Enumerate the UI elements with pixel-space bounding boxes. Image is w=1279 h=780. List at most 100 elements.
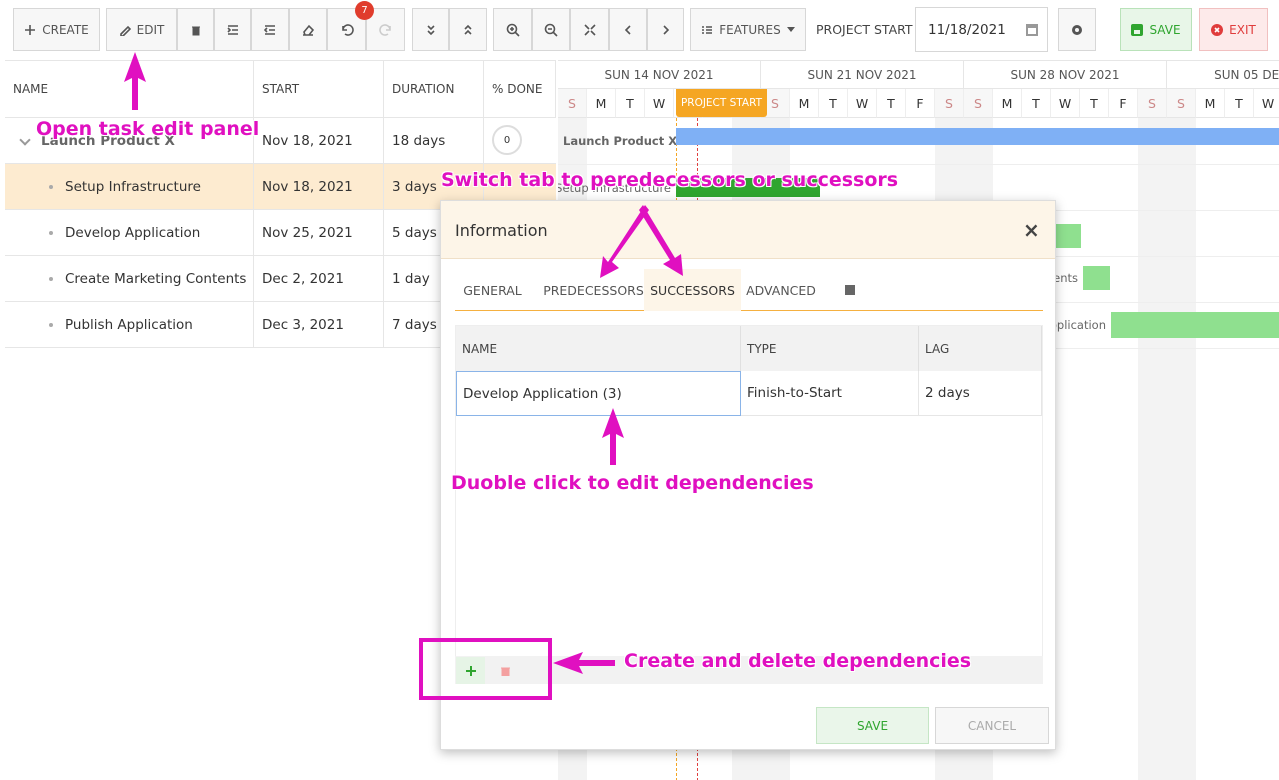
task-bar[interactable] (1083, 266, 1110, 290)
label: CREATE (42, 22, 89, 37)
cell: Dec 3, 2021 (254, 302, 384, 348)
cell: Nov 18, 2021 (254, 164, 384, 210)
day-label: M (587, 89, 616, 118)
dependency-toolbar (455, 656, 1043, 684)
task-bar[interactable] (676, 128, 1279, 145)
project-start-flag: PROJECT START (676, 89, 767, 117)
dialog-title: Information (455, 220, 548, 240)
cell[interactable]: Develop Application (3) (456, 371, 741, 416)
column-header: NAME (456, 326, 741, 371)
column-header: TYPE (741, 326, 919, 371)
day-label: S (1167, 89, 1196, 118)
features-button[interactable]: FEATURES (690, 8, 806, 51)
next-button[interactable] (647, 8, 684, 51)
day-label: T (877, 89, 906, 118)
indent-button[interactable] (214, 8, 251, 51)
settings-button[interactable] (1058, 8, 1096, 51)
cell: 0 (484, 118, 556, 164)
undo-badge: 7 (355, 1, 374, 20)
bullet (49, 231, 53, 235)
column-header: NAME (5, 61, 254, 118)
day-label: W (1254, 89, 1279, 118)
day-label: S (558, 89, 587, 118)
day-label: S (935, 89, 964, 118)
collapse-button[interactable] (412, 8, 449, 51)
week-label: SUN 05 DEC 2021 (1167, 61, 1279, 89)
tab[interactable]: ADVANCED (746, 282, 816, 298)
dialog-cancel-button[interactable]: CANCEL (935, 707, 1049, 744)
day-label: F (906, 89, 935, 118)
erase-button[interactable] (289, 8, 327, 51)
add-dependency-button[interactable] (456, 657, 485, 684)
cell: Develop Application (5, 210, 254, 256)
close-button[interactable]: × (1023, 218, 1040, 242)
day-label: T (1080, 89, 1109, 118)
week-label: SUN 28 NOV 2021 (964, 61, 1167, 89)
outdent-button[interactable] (251, 8, 289, 51)
week-label: SUN 21 NOV 2021 (761, 61, 964, 89)
previous-button[interactable] (609, 8, 647, 51)
zoom-out-button[interactable] (532, 8, 570, 51)
task-bar[interactable] (1111, 312, 1279, 338)
day-label: F (1109, 89, 1138, 118)
task-bar[interactable] (1055, 224, 1081, 248)
row-line (558, 164, 1279, 165)
day-label: W (645, 89, 674, 118)
column-header: DURATION (384, 61, 484, 118)
cell: Publish Application (5, 302, 254, 348)
fit-button[interactable] (570, 8, 609, 51)
weekend-shade (1167, 118, 1196, 780)
create-button[interactable]: CREATE (13, 8, 100, 51)
project-start-input[interactable]: 11/18/2021 (915, 7, 1048, 52)
dialog-save-button[interactable]: SAVE (816, 707, 929, 744)
cell[interactable]: Finish-to-Start (741, 371, 919, 416)
tab[interactable]: SUCCESSORS (644, 269, 741, 311)
project-start-label: PROJECT START (816, 22, 913, 37)
annotation: Open task edit panel (36, 118, 260, 140)
save-button[interactable]: SAVE (1120, 8, 1192, 51)
column-header: START (254, 61, 384, 118)
tab[interactable]: GENERAL (463, 282, 522, 298)
column-header: % DONE (484, 61, 556, 118)
day-label: S (964, 89, 993, 118)
week-label: SUN 14 NOV 2021 (558, 61, 761, 89)
delete-button[interactable] (177, 8, 214, 51)
edit-button[interactable]: EDIT (106, 8, 177, 51)
value: 11/18/2021 (928, 21, 1006, 38)
percent-done: 0 (492, 125, 522, 155)
day-label: M (993, 89, 1022, 118)
cell[interactable]: 2 days (919, 371, 1042, 416)
label: EXIT (1229, 22, 1256, 37)
tab[interactable]: PREDECESSORS (543, 282, 644, 298)
expand-button[interactable] (449, 8, 487, 51)
label: SAVE (1149, 22, 1181, 37)
day-label: W (848, 89, 877, 118)
day-label: T (819, 89, 848, 118)
day-label: T (1022, 89, 1051, 118)
cell: Launch Product X (5, 118, 254, 164)
cell: 18 days (384, 118, 484, 164)
column-header: LAG (919, 326, 1042, 371)
bar-label: Setup Infrastructure (558, 180, 671, 195)
day-label: W (1051, 89, 1080, 118)
notes-tab[interactable] (845, 285, 855, 295)
cell: Setup Infrastructure (5, 164, 254, 210)
day-label: M (1196, 89, 1225, 118)
day-label: S (1138, 89, 1167, 118)
bullet (49, 277, 53, 281)
annotation: Duoble click to edit dependencies (451, 472, 814, 494)
exit-button[interactable]: EXIT (1199, 8, 1268, 51)
cell: Create Marketing Contents (5, 256, 254, 302)
task-bar[interactable] (676, 178, 820, 197)
label: FEATURES (719, 22, 781, 37)
weekend-shade (1138, 118, 1167, 780)
day-label: T (1225, 89, 1254, 118)
delete-dependency-button[interactable] (491, 657, 520, 684)
bullet (49, 323, 53, 327)
annotation: Switch tab to peredecessors or successor… (441, 169, 899, 191)
task-edit-dialog: Information × GENERAL PREDECESSORS SUCCESS… (440, 200, 1056, 750)
zoom-in-button[interactable] (493, 8, 532, 51)
